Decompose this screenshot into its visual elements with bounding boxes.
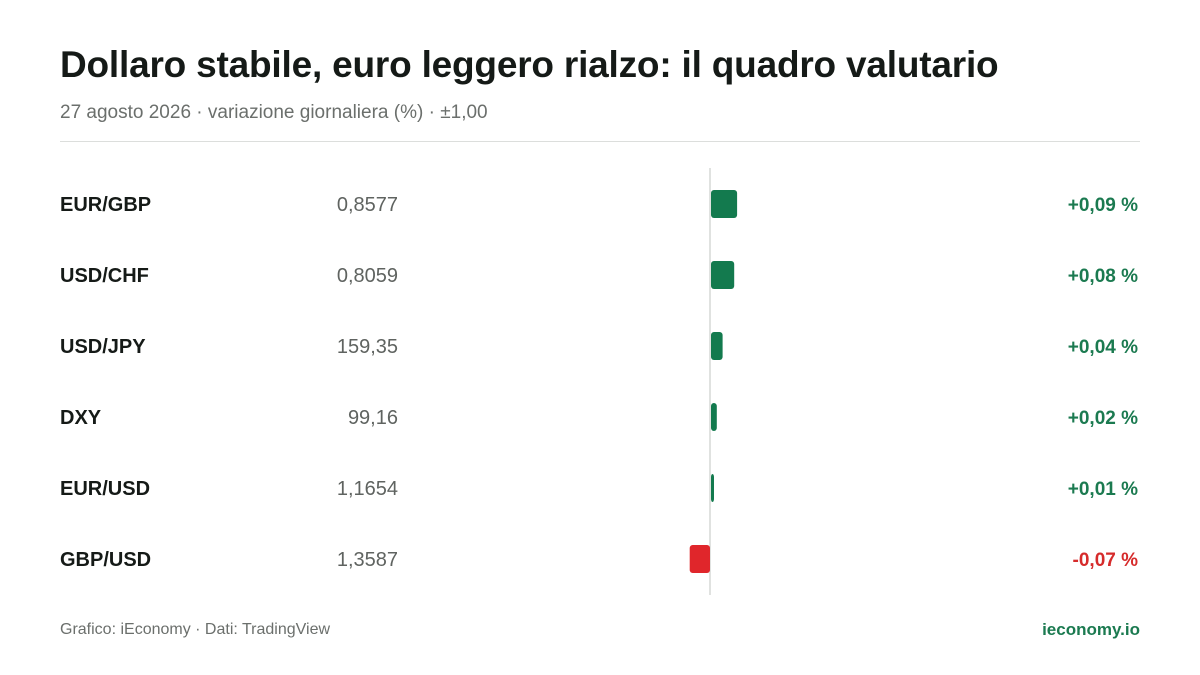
bar: [711, 474, 714, 502]
category-label: DXY: [60, 407, 102, 429]
bar: [711, 190, 738, 218]
category-label: USD/JPY: [60, 336, 146, 358]
price-label: 1,3587: [337, 549, 398, 571]
category-label: GBP/USD: [60, 549, 151, 571]
category-label: EUR/USD: [60, 478, 150, 500]
bar: [711, 261, 735, 289]
price-label: 1,1654: [337, 478, 398, 500]
price-label: 0,8577: [337, 194, 398, 216]
price-label: 0,8059: [337, 265, 398, 287]
chart-subtitle: 27 agosto 2026 · variazione giornaliera …: [60, 102, 488, 123]
value-label: +0,02 %: [1068, 408, 1138, 429]
category-label: EUR/GBP: [60, 194, 151, 216]
value-label: +0,01 %: [1068, 479, 1138, 500]
price-label: 159,35: [337, 336, 398, 358]
header-divider: [60, 141, 1140, 142]
category-label: USD/CHF: [60, 265, 149, 287]
value-label: +0,08 %: [1068, 266, 1138, 287]
price-label: 99,16: [348, 407, 398, 429]
site-link[interactable]: ieconomy.io: [1042, 620, 1140, 639]
bar: [711, 332, 723, 360]
value-label: -0,07 %: [1073, 550, 1139, 571]
bar: [711, 403, 717, 431]
value-label: +0,09 %: [1068, 195, 1138, 216]
chart-title: Dollaro stabile, euro leggero rialzo: il…: [60, 44, 999, 85]
value-label: +0,04 %: [1068, 337, 1138, 358]
source-credit: Grafico: iEconomy · Dati: TradingView: [60, 621, 331, 638]
bar: [689, 545, 710, 573]
